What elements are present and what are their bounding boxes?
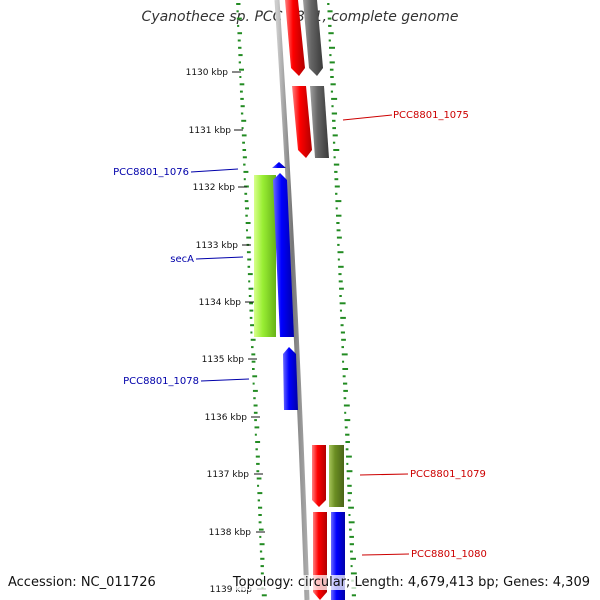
gene-arrow[interactable] — [285, 0, 305, 76]
gene-arrow[interactable] — [283, 347, 298, 410]
leader-line — [195, 256, 244, 260]
gene-arrow[interactable] — [303, 0, 323, 76]
gene-arrow[interactable] — [312, 445, 326, 507]
gene-label[interactable]: PCC8801_1079 — [410, 469, 486, 480]
gene-label[interactable]: PCC8801_1076 — [113, 167, 189, 178]
leader-line — [190, 168, 239, 173]
label-leaders — [190, 114, 410, 556]
gene-label[interactable]: secA — [170, 254, 194, 265]
axis-tick-label: 1136 kbp — [205, 413, 248, 423]
map-title: Cyanothece sp. PCC 8801, complete genome — [141, 9, 459, 25]
axis-tick-label: 1139 kbp — [210, 585, 253, 595]
gene-arrow[interactable] — [310, 86, 329, 158]
axis-tick-label: 1130 kbp — [186, 68, 229, 78]
axis-tick-label: 1131 kbp — [189, 126, 232, 136]
leader-line — [361, 553, 410, 556]
axis-tick-label: 1135 kbp — [202, 355, 245, 365]
position-axis: 1130 kbp 1131 kbp 1132 kbp 1133 kbp 1134… — [186, 68, 266, 595]
gene-label[interactable]: PCC8801_1078 — [123, 376, 199, 387]
axis-tick-label: 1132 kbp — [193, 183, 236, 193]
axis-tick-label: 1133 kbp — [196, 241, 239, 251]
gene-label[interactable]: PCC8801_1075 — [393, 110, 469, 121]
gc-skew-dots-outer — [327, 3, 357, 597]
leader-line — [359, 473, 409, 476]
gene-arrow[interactable] — [272, 162, 286, 168]
gene-arrow[interactable] — [273, 173, 294, 337]
accession-text: Accession: NC_011726 — [8, 575, 156, 590]
gc-skew-dots-inner — [236, 3, 267, 597]
axis-tick-label: 1137 kbp — [207, 470, 250, 480]
feature-block[interactable] — [329, 445, 344, 507]
forward-strand-track — [285, 0, 345, 600]
axis-tick-label: 1138 kbp — [209, 528, 252, 538]
leader-line — [200, 378, 250, 382]
reverse-strand-track — [254, 162, 298, 410]
gene-label[interactable]: PCC8801_1080 — [411, 549, 487, 560]
feature-block[interactable] — [254, 175, 276, 337]
genome-backbone — [274, 0, 310, 600]
gene-arrow[interactable] — [292, 86, 312, 158]
axis-tick-label: 1134 kbp — [199, 298, 242, 308]
genome-summary-text: Topology: circular; Length: 4,679,413 bp… — [232, 575, 590, 590]
leader-line — [342, 114, 393, 121]
